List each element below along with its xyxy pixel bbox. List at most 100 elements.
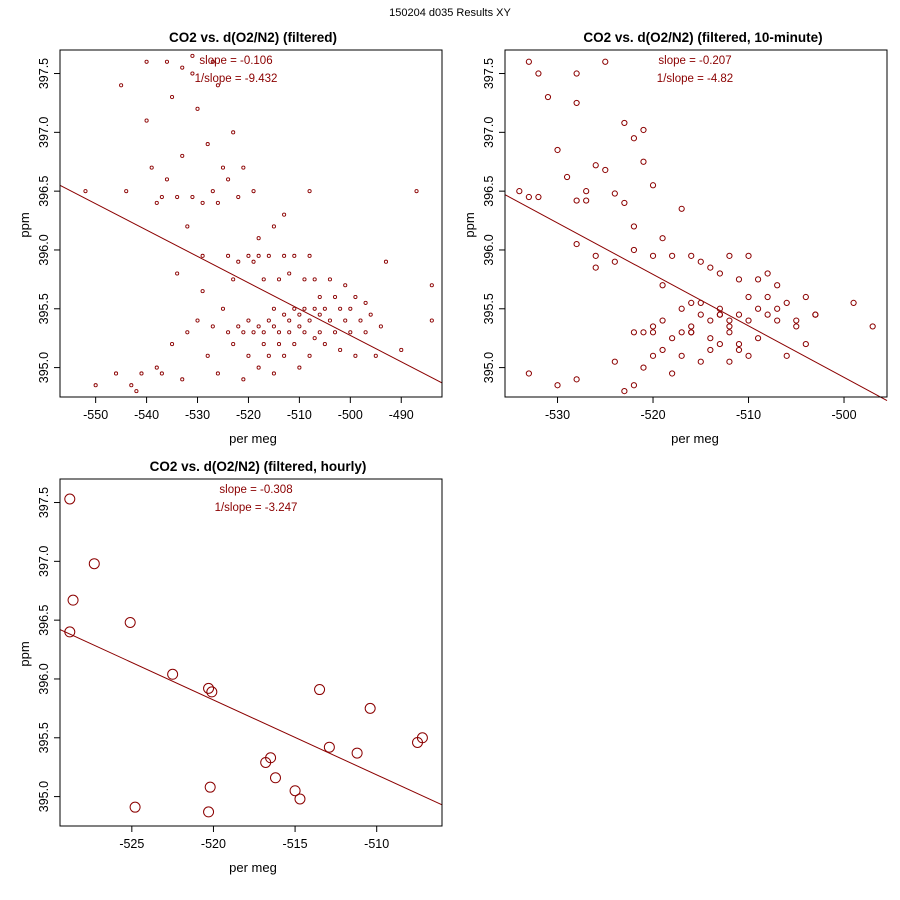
data-point [754,276,762,283]
x-axis-label: per meg [229,860,277,875]
data-points [516,58,876,395]
data-point [124,617,136,629]
data-point [774,317,781,324]
data-point [535,193,542,201]
data-point [144,59,149,64]
inverse-slope-label: 1/slope = -9.432 [195,73,278,85]
data-point [64,626,76,638]
data-point [378,324,383,329]
data-point [302,277,307,282]
data-point [735,311,743,318]
data-point [726,358,733,365]
x-tick-label: -515 [283,837,308,851]
data-point [621,388,628,395]
data-point [525,193,532,201]
data-point [215,83,220,88]
data-point [383,259,389,264]
data-point [338,347,343,352]
data-point [611,258,618,265]
data-point [220,306,226,311]
x-tick-label: -530 [545,408,570,422]
data-point [180,377,185,382]
data-point [399,347,404,352]
data-point [764,311,771,318]
data-point [271,306,276,311]
data-point [180,65,185,70]
data-point [294,793,306,805]
data-point [726,323,733,330]
data-point [322,306,327,311]
x-tick-label: -490 [389,408,414,422]
data-point [159,371,164,376]
data-point [251,330,256,335]
data-point [276,277,282,282]
data-point [735,346,743,354]
data-point [287,318,292,323]
data-point [707,335,714,342]
data-point [630,246,638,254]
data-point [292,306,297,311]
data-point [307,353,312,358]
data-point [67,594,79,606]
data-point [297,312,302,317]
data-point [602,166,609,174]
data-point [185,224,190,229]
data-point [783,352,790,359]
y-tick-label: 396.0 [482,234,496,265]
data-point [659,317,666,324]
data-point [205,353,210,358]
data-point [307,189,312,194]
data-point [429,318,434,323]
data-point [583,188,590,195]
data-point [716,340,723,348]
data-point [850,299,857,306]
y-tick-label: 397.0 [37,117,51,148]
data-point [226,253,231,258]
data-point [678,205,685,212]
data-point [516,188,523,195]
data-point [312,277,317,282]
data-point [210,324,215,329]
data-point [190,194,195,200]
data-point [251,189,256,194]
panel-title: CO2 vs. d(O2/N2) (filtered, 10-minute) [583,30,822,45]
data-point [649,182,657,189]
data-point [119,83,124,88]
data-point [88,558,100,570]
data-point [659,282,666,289]
y-tick-label: 397.0 [37,546,51,577]
data-point [327,277,332,282]
data-point [726,317,733,324]
y-tick-label: 395.5 [37,722,51,753]
data-point [64,493,76,505]
data-point [592,162,599,169]
data-point [429,283,434,288]
y-axis-label: ppm [462,212,477,237]
data-point [707,346,714,354]
x-tick-label: -510 [287,408,312,422]
data-point [649,323,657,330]
data-point [210,189,215,194]
data-point [774,282,781,289]
data-point [246,318,251,323]
y-tick-label: 395.5 [482,293,496,324]
data-point [525,58,532,65]
y-tick-label: 395.0 [482,352,496,383]
data-point [368,312,373,317]
data-point [124,189,129,194]
data-point [697,258,704,265]
data-point [180,153,185,158]
data-point [363,330,368,335]
data-point [246,353,251,358]
data-point [621,199,628,207]
data-point [302,330,307,335]
data-point [573,376,580,383]
data-point [332,294,338,300]
data-point [412,736,424,748]
y-tick-label: 397.0 [482,117,496,148]
slope-label: slope = -0.207 [658,55,731,67]
data-point [149,165,154,170]
data-point [206,686,218,698]
data-point [195,106,200,111]
